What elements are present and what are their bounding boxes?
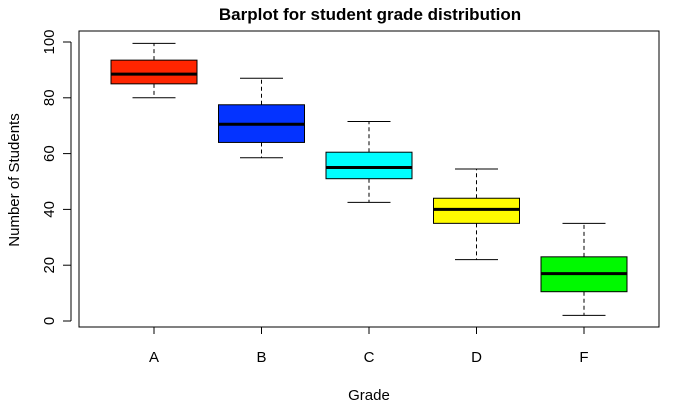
y-tick-label: 60 — [41, 145, 58, 162]
x-tick-label: A — [149, 349, 159, 366]
y-tick-label: 20 — [41, 257, 58, 274]
chart-title: Barplot for student grade distribution — [219, 5, 521, 24]
box-body — [110, 59, 198, 85]
y-axis: 0 20 40 60 80 100 — [41, 29, 72, 325]
y-tick-label: 100 — [41, 29, 58, 54]
box-f — [540, 222, 628, 316]
y-tick-label: 0 — [41, 317, 58, 325]
box-d — [433, 168, 520, 261]
box-a — [110, 42, 198, 99]
box-b — [218, 77, 305, 159]
x-tick-label: F — [579, 349, 588, 366]
y-tick-label: 80 — [41, 89, 58, 106]
box-body — [325, 151, 413, 180]
x-tick-label: C — [364, 349, 375, 366]
box-c — [325, 121, 413, 203]
x-tick-label: D — [471, 349, 482, 366]
y-axis-label: Number of Students — [6, 113, 23, 246]
x-tick-label: B — [256, 349, 266, 366]
box-group — [110, 42, 628, 316]
y-tick-label: 40 — [41, 201, 58, 218]
x-axis-label: Grade — [348, 387, 390, 404]
